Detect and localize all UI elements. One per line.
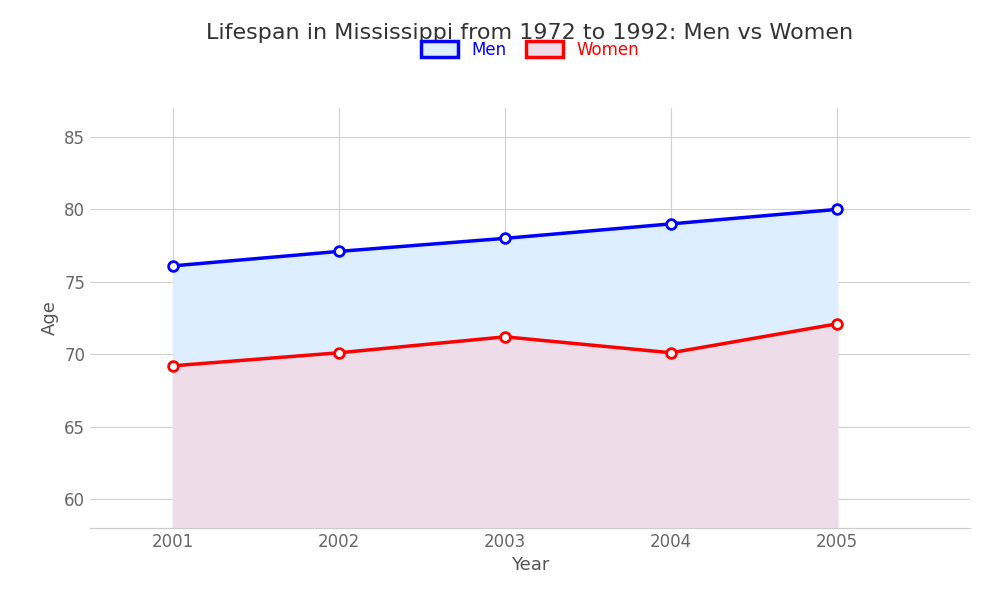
- Y-axis label: Age: Age: [41, 301, 59, 335]
- Legend: Men, Women: Men, Women: [421, 41, 639, 59]
- X-axis label: Year: Year: [511, 556, 549, 574]
- Title: Lifespan in Mississippi from 1972 to 1992: Men vs Women: Lifespan in Mississippi from 1972 to 199…: [206, 23, 854, 43]
